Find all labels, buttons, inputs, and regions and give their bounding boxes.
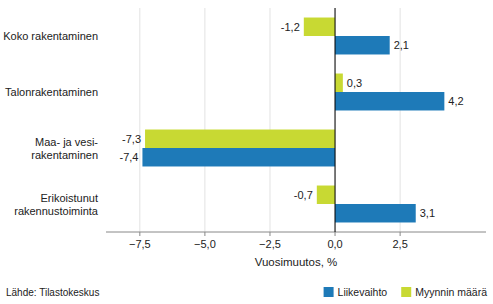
category-label-line: Talonrakentaminen (5, 86, 98, 98)
category-label: Talonrakentaminen (5, 86, 98, 98)
bars (142, 18, 444, 223)
tick-label: 2,5 (392, 238, 407, 250)
grid-line (204, 8, 205, 232)
tick-label: 0,0 (327, 238, 342, 250)
tick-label: −7,5 (129, 238, 151, 250)
tick-mark (335, 232, 336, 236)
legend-item: Myynnin määrä (401, 286, 487, 298)
bar (317, 186, 335, 204)
legend-label: Liikevaihto (338, 286, 388, 298)
tick-label: −5,0 (194, 238, 216, 250)
data-label: -7,3 (122, 133, 141, 145)
grid-line (269, 8, 270, 232)
category-label-line: Koko rakentaminen (3, 30, 98, 42)
x-axis-label: Vuosimuutos, % (255, 256, 338, 268)
zero-line (335, 8, 336, 232)
source-note: Lähde: Tilastokeskus (6, 287, 99, 298)
tick-mark (204, 232, 205, 236)
legend-swatch (324, 287, 334, 297)
category-label-line: rakentaminen (31, 149, 98, 161)
legend-item: Liikevaihto (324, 286, 388, 298)
category-label-line: rakennustoiminta (14, 205, 99, 217)
category-label-line: Erikoistunut (41, 192, 98, 204)
grid-line (335, 8, 336, 232)
data-label: -0,7 (294, 189, 313, 201)
tick-mark (400, 232, 401, 236)
data-label: -1,2 (281, 21, 300, 33)
legend-swatch (401, 287, 411, 297)
legend-label: Myynnin määrä (415, 286, 487, 298)
tick-mark (269, 232, 270, 236)
tick-label: −2,5 (259, 238, 281, 250)
bar (304, 18, 335, 36)
data-label: 2,1 (394, 39, 409, 51)
category-label: Erikoistunutrakennustoiminta (14, 192, 99, 217)
bar (145, 130, 335, 148)
data-label: -7,4 (119, 151, 138, 163)
tick-mark (139, 232, 140, 236)
bar (335, 92, 444, 110)
category-label: Koko rakentaminen (3, 30, 98, 42)
bar (142, 148, 335, 166)
data-label: 4,2 (448, 95, 463, 107)
category-label: Maa- ja vesi-rakentaminen (31, 136, 98, 161)
data-labels: 2,1 4,2 -7,4 3,1 -1,2 0,3 -7,3 -0,7 (119, 21, 463, 219)
x-axis-line (106, 232, 486, 233)
grid-line (139, 8, 140, 232)
bar (335, 74, 343, 92)
data-label: 0,3 (347, 77, 362, 89)
bar (335, 204, 416, 222)
data-label: 3,1 (420, 207, 435, 219)
bar (335, 36, 390, 54)
category-label-line: Maa- ja vesi- (35, 136, 98, 148)
legend: Liikevaihto Myynnin määrä (324, 286, 488, 298)
